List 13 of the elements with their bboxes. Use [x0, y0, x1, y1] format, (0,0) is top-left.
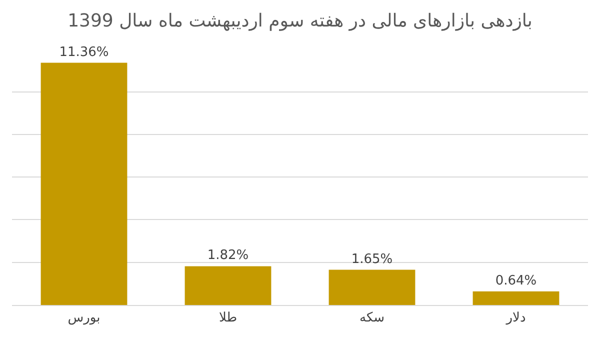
chart-title: بازدهی بازارهای مالی در هفته سوم اردیبهشت ماه سال 1399 [68, 10, 532, 32]
data-label: 1.65% [351, 252, 393, 267]
data-label: 11.36% [59, 44, 109, 60]
bar [40, 62, 128, 305]
bar [328, 270, 416, 305]
bar [472, 291, 560, 305]
data-label: 1.82% [207, 248, 249, 264]
x-tick-label: سکه [359, 310, 385, 326]
bar [184, 266, 272, 305]
x-tick-label: طلا [218, 310, 238, 326]
x-tick-label: بورس [68, 310, 100, 326]
x-tick-label: دلار [505, 310, 526, 326]
data-label: 0.64% [495, 273, 537, 288]
